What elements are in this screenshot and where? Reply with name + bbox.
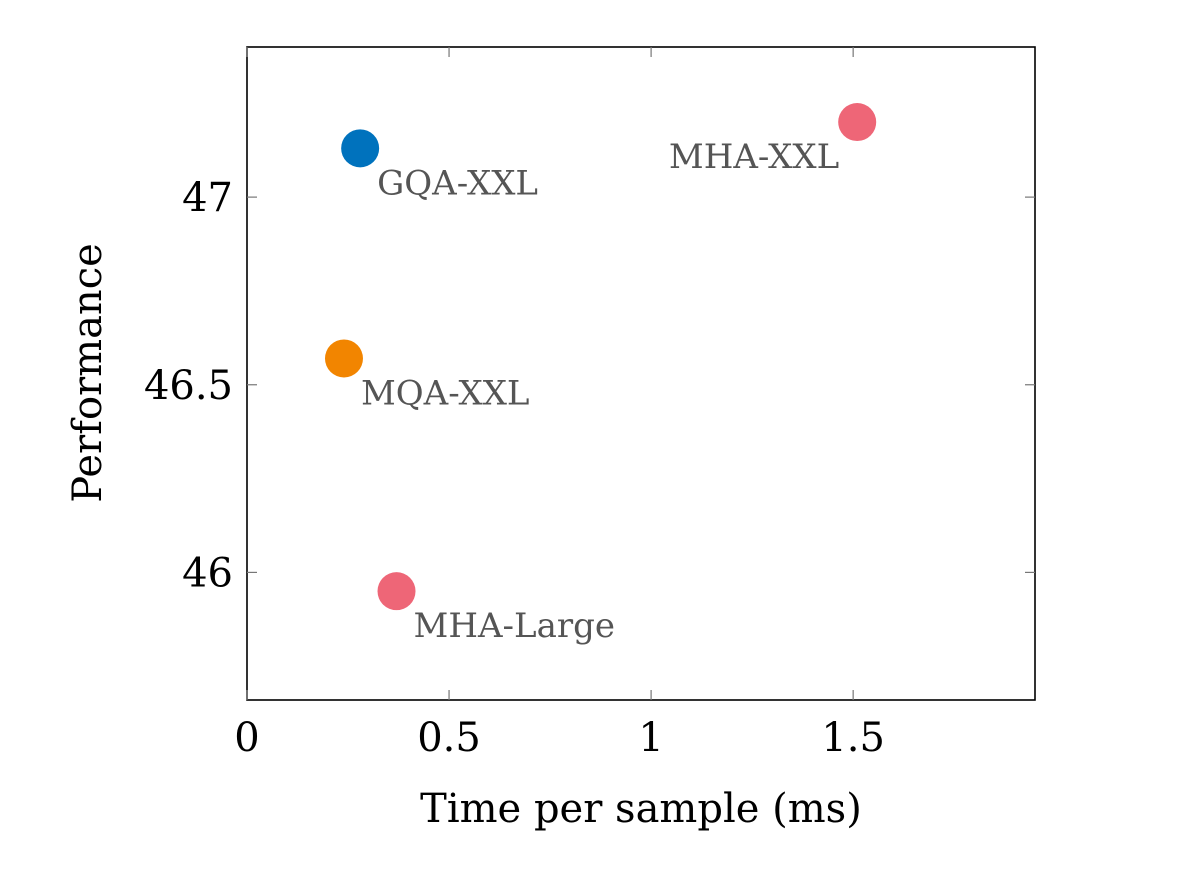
plot-frame (246, 46, 1036, 701)
y-axis-title: Performance (65, 243, 111, 503)
data-point (838, 103, 877, 142)
point-label: MQA-XXL (361, 373, 530, 413)
point-label: MHA-Large (414, 606, 616, 646)
x-tick-label: 0 (234, 715, 259, 761)
data-point (324, 339, 363, 378)
x-tick-label: 0.5 (417, 715, 481, 761)
point-label: MHA-XXL (669, 137, 839, 177)
data-points: GQA-XXL MHA-XXL MQA-XXL MHA-Large (324, 103, 877, 646)
axis-ticks: 0 0.5 1 1.5 46 46.5 47 (144, 47, 1035, 761)
x-tick-label: 1.5 (821, 715, 885, 761)
y-tick-label: 46.5 (144, 363, 233, 409)
point-label: GQA-XXL (377, 163, 538, 203)
data-point (341, 129, 380, 168)
x-axis-title: Time per sample (ms) (420, 786, 862, 832)
data-point (377, 572, 416, 611)
y-tick-label: 47 (182, 175, 233, 221)
y-tick-label: 46 (182, 550, 233, 596)
x-tick-label: 1 (638, 715, 663, 761)
